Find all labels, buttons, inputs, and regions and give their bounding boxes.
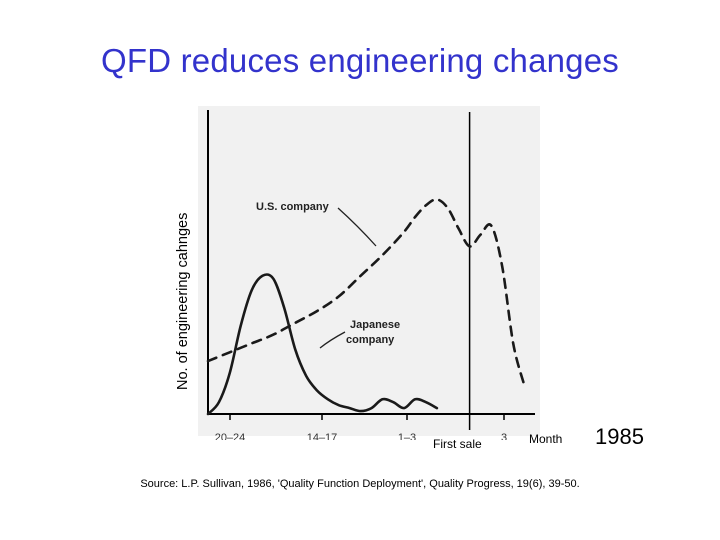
x-axis-label: Month — [529, 432, 563, 446]
x-tick-label: 14–17 — [307, 432, 338, 440]
annotation-us-company: U.S. company — [256, 201, 330, 213]
chart-svg: 20–24 14–17 1–3 3 U.S. company Japanese com… — [198, 106, 540, 444]
series-line-japanese-company — [206, 273, 439, 416]
scan-background — [198, 106, 540, 436]
annotation-japanese-line2: company — [346, 334, 395, 346]
slide-title: QFD reduces engineering changes — [100, 42, 619, 79]
chart: 20–24 14–17 1–3 3 U.S. company Japanese com… — [190, 100, 550, 444]
series-layer — [206, 198, 526, 416]
series-line-u-s-company — [206, 198, 526, 386]
first-sale-label: First sale — [433, 437, 482, 451]
y-axis-label: No. of engineering cahnges — [175, 212, 191, 390]
x-tick-label: 20–24 — [215, 432, 246, 440]
annotation-japanese-line1: Japanese — [350, 319, 400, 331]
source-citation: Source: L.P. Sullivan, 1986, 'Quality Fu… — [140, 478, 580, 490]
year-label: 1985 — [595, 424, 644, 449]
x-tick-label: 1–3 — [398, 432, 416, 440]
x-tick-label: 3 — [501, 432, 507, 440]
annotation-us-leader — [337, 207, 377, 247]
annotation-japanese-leader — [319, 331, 346, 349]
